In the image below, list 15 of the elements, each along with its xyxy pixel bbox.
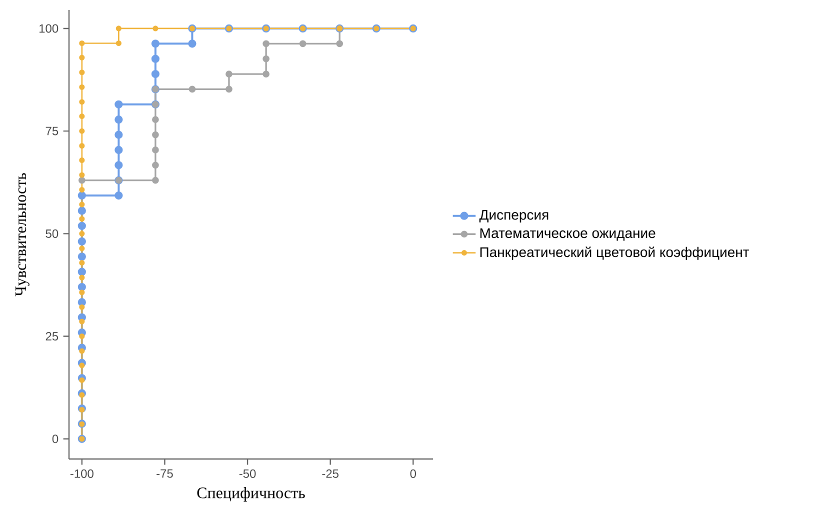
y-axis-title: Чувствительность: [16, 173, 30, 296]
x-tick-label: -50: [239, 469, 256, 478]
x-tick-label: -100: [70, 469, 94, 478]
y-tick-label: 75: [46, 126, 58, 136]
x-tick-label: -75: [156, 469, 173, 478]
x-tick-label: 0: [410, 469, 416, 478]
x-axis-title: Специфичность: [197, 487, 305, 502]
y-tick-label: 0: [52, 434, 58, 444]
y-tick-label: 25: [46, 332, 58, 341]
y-tick-label: 50: [46, 229, 58, 238]
legend-label: Дисперсия: [479, 210, 548, 223]
y-tick-label: 100: [40, 24, 58, 33]
legend-label: Панкреатический цветовой коэффициент: [480, 246, 750, 260]
legend-label: Математическое ожидание: [480, 228, 656, 241]
x-tick-label: -25: [322, 469, 338, 478]
